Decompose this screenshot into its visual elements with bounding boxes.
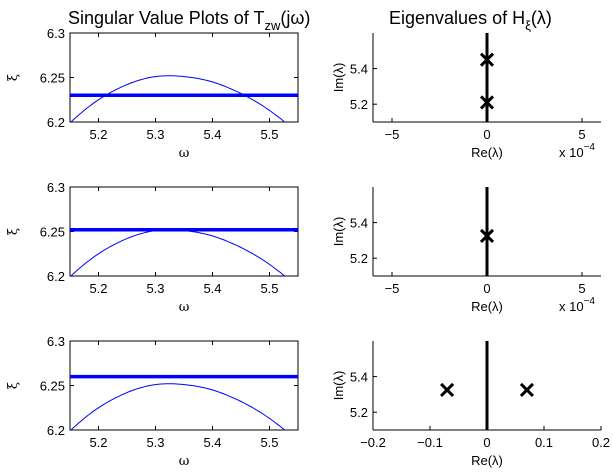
y-axis-label: ξ xyxy=(6,382,21,389)
x-exponent-label: x 10−4 xyxy=(559,142,595,160)
y-tick-label: 5.2 xyxy=(350,97,368,112)
singular-value-curve xyxy=(70,229,286,276)
eigenvalue-marker xyxy=(519,382,534,398)
x-tick-label: 5.4 xyxy=(203,281,221,296)
y-axis-label: Im(λ) xyxy=(331,63,346,93)
y-tick-label: 6.3 xyxy=(47,334,65,349)
x-tick-label: −5 xyxy=(385,127,400,142)
left-title-suffix: (jω) xyxy=(280,8,310,28)
marker-stroke xyxy=(479,52,495,67)
eigenvalue-marker xyxy=(479,52,495,67)
subplots-group: 5.2 5.3 5.4 5.56.26.256.3ωξ−5 0 55.25.4Re(λ)I… xyxy=(6,26,610,469)
left-title-sub: zw xyxy=(264,18,281,33)
y-axis-label: Im(λ) xyxy=(331,371,346,401)
right-title-prefix: Eigenvalues of H xyxy=(389,8,525,28)
subplot-2: −5 0 5 5.2 5.4 Re(λ) Im(λ) x 10−4 xyxy=(331,33,601,160)
y-axis-label: ξ xyxy=(6,228,21,235)
y-tick-label: 6.3 xyxy=(47,26,65,41)
left-title-prefix: Singular Value Plots of T xyxy=(68,8,264,28)
x-axis-label: ω xyxy=(179,300,190,315)
x-tick-label: −0.1 xyxy=(417,435,443,450)
x-tick-label: 5.2 xyxy=(89,281,107,296)
x-tick-label: 0.2 xyxy=(592,435,610,450)
exponent-power: −4 xyxy=(584,296,596,307)
singular-value-curve xyxy=(70,75,286,122)
x-tick-label: 5.3 xyxy=(146,281,164,296)
x-tick-label: 0 xyxy=(483,127,490,142)
y-tick-label: 6.25 xyxy=(40,225,65,240)
y-tick-label: 6.25 xyxy=(40,379,65,394)
y-axis-label: Im(λ) xyxy=(331,217,346,247)
y-tick-label: 6.2 xyxy=(47,115,65,130)
y-tick-label: 6.2 xyxy=(47,269,65,284)
x-exponent-label: x 10−4 xyxy=(559,296,595,314)
marker-stroke xyxy=(479,228,495,244)
x-tick-label: 0 xyxy=(483,281,490,296)
subplot-4: −5 0 5 5.2 5.4 Re(λ) Im(λ) x 10−4 xyxy=(331,187,601,314)
left-column-title: Singular Value Plots of Tzw(jω) xyxy=(68,8,310,33)
x-axis-label: ω xyxy=(179,454,190,469)
axes-box xyxy=(69,32,299,123)
x-axis-label: ω xyxy=(179,146,190,161)
x-tick-label: 5 xyxy=(578,281,585,296)
x-tick-label: 5.3 xyxy=(146,435,164,450)
x-tick-label: −5 xyxy=(385,281,400,296)
axes-box xyxy=(69,186,299,277)
exponent-base: x 10 xyxy=(559,299,584,314)
x-tick-label: 5.5 xyxy=(260,281,278,296)
x-axis-label: Re(λ) xyxy=(471,299,503,314)
eigenvalue-marker xyxy=(440,382,455,398)
right-title-suffix: (λ) xyxy=(531,8,552,28)
x-tick-label: 5.4 xyxy=(203,435,221,450)
x-tick-label: 5.2 xyxy=(89,127,107,142)
x-axis-label: Re(λ) xyxy=(471,453,503,468)
y-tick-label: 5.4 xyxy=(350,216,368,231)
y-tick-label: 5.4 xyxy=(350,62,368,77)
marker-stroke xyxy=(440,382,455,398)
subplot-6: −0.2 −0.1 0 0.1 0.2 5.2 5.4 Re(λ) Im(λ) xyxy=(331,341,610,468)
x-tick-label: 5.3 xyxy=(146,127,164,142)
y-tick-label: 5.2 xyxy=(350,405,368,420)
y-tick-label: 6.3 xyxy=(47,180,65,195)
y-tick-label: 5.2 xyxy=(350,251,368,266)
y-tick-label: 5.4 xyxy=(350,370,368,385)
y-axis-label: ξ xyxy=(6,74,21,81)
eigenvalue-marker xyxy=(479,95,495,110)
x-tick-label: 5 xyxy=(578,127,585,142)
subplot-3: 5.2 5.3 5.4 5.5 6.2 6.25 6.3 ω ξ xyxy=(6,180,299,315)
marker-stroke xyxy=(519,382,534,398)
x-tick-label: 5.4 xyxy=(203,127,221,142)
right-title-sub: ξ xyxy=(525,18,531,33)
singular-value-curve xyxy=(70,383,286,430)
right-column-title: Eigenvalues of Hξ(λ) xyxy=(389,8,552,33)
subplot-1: 5.2 5.3 5.4 5.5 6.2 6.25 6.3 ω ξ xyxy=(6,26,299,161)
x-tick-label: 5.5 xyxy=(260,127,278,142)
exponent-base: x 10 xyxy=(559,145,584,160)
x-tick-label: 5.5 xyxy=(260,435,278,450)
axes-box xyxy=(69,340,299,431)
x-tick-label: 0 xyxy=(483,435,490,450)
x-tick-label: 5.2 xyxy=(89,435,107,450)
eigenvalue-marker xyxy=(479,228,495,244)
y-tick-label: 6.2 xyxy=(47,423,65,438)
x-axis-label: Re(λ) xyxy=(471,145,503,160)
x-tick-label: −0.2 xyxy=(360,435,386,450)
marker-stroke xyxy=(479,95,495,110)
subplot-5: 5.2 5.3 5.4 5.5 6.2 6.25 6.3 ω ξ xyxy=(6,334,299,469)
y-tick-label: 6.25 xyxy=(40,71,65,86)
x-tick-label: 0.1 xyxy=(535,435,553,450)
exponent-power: −4 xyxy=(584,142,596,153)
